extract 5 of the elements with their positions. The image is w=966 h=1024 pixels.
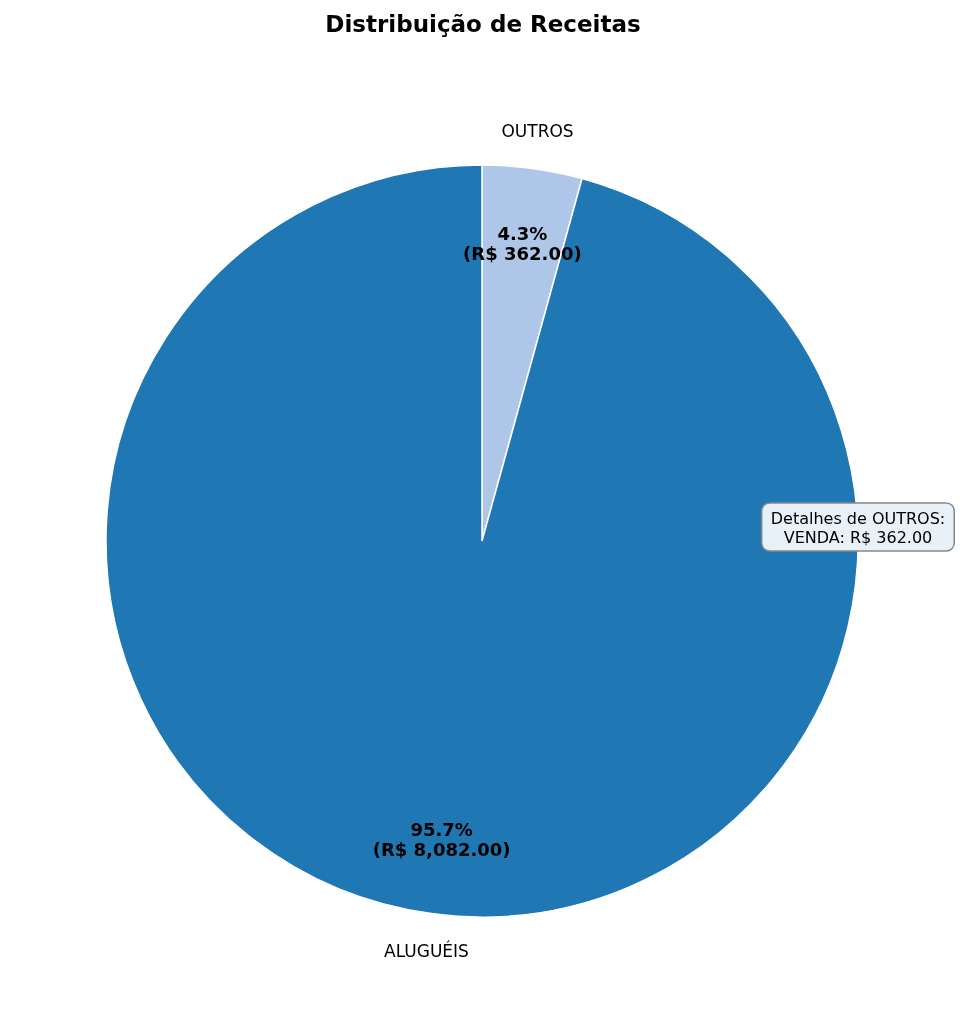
text: Detalhes de OUTROS: VENDA: R$ 362.00 (770, 508, 946, 546)
chart-title: Distribuição de Receitas (325, 11, 641, 37)
data-label: 95.7% (R$ 8,082.00) (372, 818, 511, 860)
slice-label: OUTROS (501, 121, 574, 142)
slice-label: ALUGUÉIS (384, 939, 469, 961)
